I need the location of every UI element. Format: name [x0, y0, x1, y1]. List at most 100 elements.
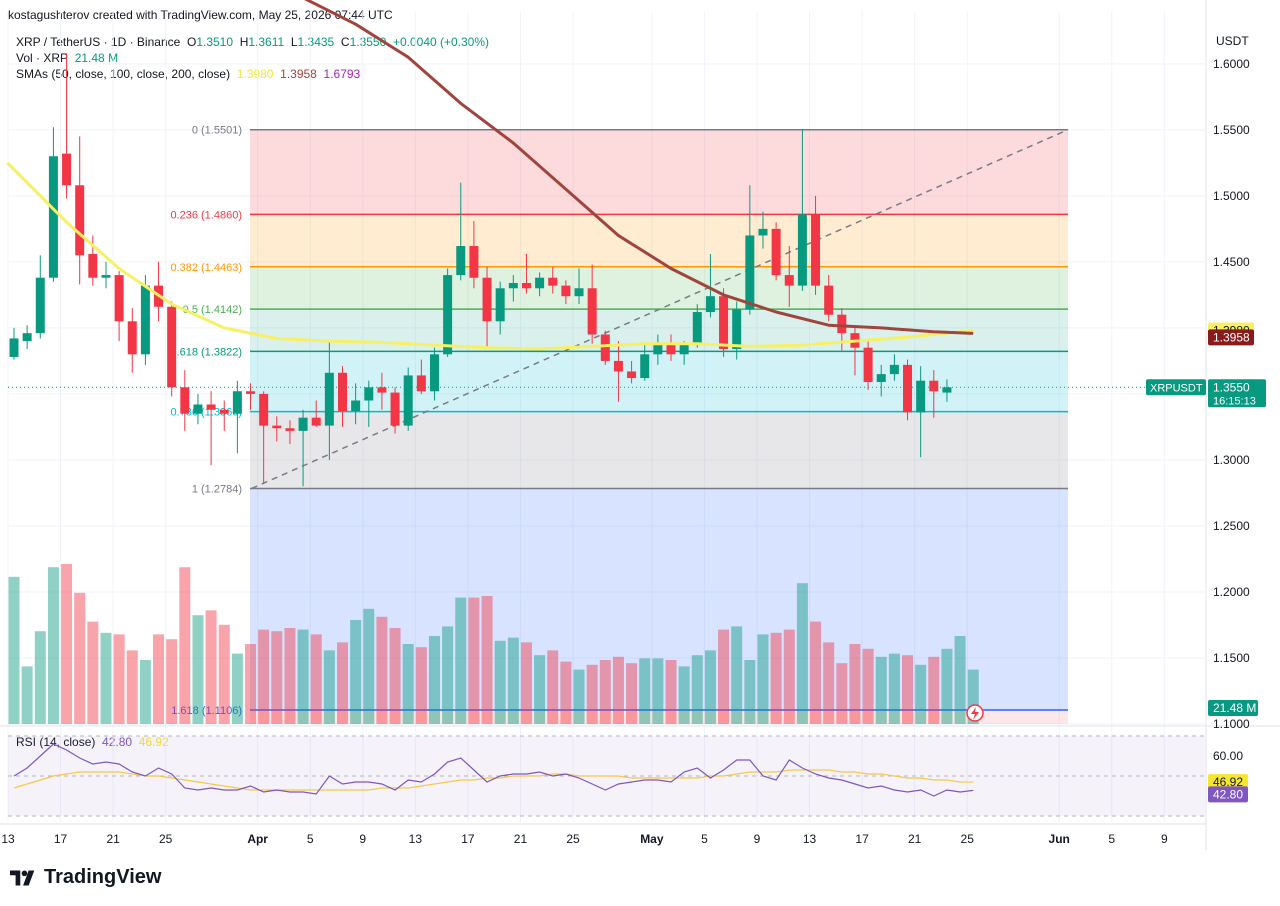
grid — [7, 11, 1205, 822]
tradingview-logo-icon — [10, 870, 35, 885]
candle-body — [889, 364, 899, 375]
volume-legend[interactable]: Vol · XRP 21.48 M — [16, 51, 119, 65]
candle-body — [916, 380, 926, 413]
candle-body — [443, 275, 453, 355]
volume-bar — [573, 669, 585, 724]
sma-legend[interactable]: SMAs (50, close, 100, close, 200, close)… — [16, 67, 361, 81]
volume-bar — [218, 624, 230, 724]
price-tick-label: 1.5000 — [1213, 189, 1250, 203]
volume-bar — [100, 632, 112, 724]
candle-body — [666, 345, 676, 355]
candle-body — [548, 277, 558, 286]
time-tick-label: 9 — [359, 832, 366, 846]
volume-bar — [494, 640, 506, 724]
candle-body — [246, 391, 256, 394]
last-price-tag: 1.3550 — [1213, 380, 1250, 394]
rsi-pane — [0, 725, 1280, 817]
lightning-icon-glyph — [971, 707, 979, 720]
candle-body — [705, 296, 715, 313]
price-tick-label: 1.2500 — [1213, 519, 1250, 533]
tradingview-logo[interactable]: TradingView — [10, 866, 161, 889]
volume-bar — [849, 644, 861, 724]
fib-zone — [250, 351, 1068, 412]
time-axis[interactable]: 13 17 21 25 Apr 5 9 13 17 21 25 May 5 9 13 17 21 25 Jun 5 9 — [0, 823, 1206, 846]
volume-bar — [231, 653, 243, 724]
chart-caption: kostagushterov created with TradingView.… — [8, 8, 393, 22]
rsi-legend[interactable]: RSI (14, close) 42.80 46.92 — [16, 735, 169, 749]
volume-bar — [8, 576, 20, 724]
sma100-tag-bg — [1208, 329, 1254, 346]
candle-body — [784, 275, 794, 286]
candle-body — [797, 214, 807, 286]
candle-body — [587, 288, 597, 335]
rsi-ma-line — [13, 769, 974, 791]
candle-body — [285, 428, 295, 431]
volume-bar — [718, 629, 730, 724]
tradingview-wordmark: TradingView — [44, 866, 162, 888]
volume-bar — [731, 626, 743, 724]
volume-bar — [507, 637, 519, 724]
countdown-tag: 16:15:13 — [1213, 395, 1256, 407]
candle-body — [574, 288, 584, 297]
price-axis[interactable]: USDT1.60001.55001.50001.45001.40001.3500… — [1205, 0, 1250, 850]
candle-body — [390, 392, 400, 426]
volume-bar — [376, 616, 388, 724]
volume-bar — [415, 647, 427, 724]
candle-body — [75, 185, 85, 256]
open-value: 1.3510 — [196, 35, 234, 49]
candle-body — [653, 345, 663, 355]
rsi-value: 42.80 — [102, 735, 132, 749]
candle-body — [311, 417, 321, 426]
time-tick-label: 5 — [1108, 832, 1115, 846]
volume-bar — [626, 663, 638, 724]
fib-level-label: 0 (1.5501) — [192, 125, 242, 137]
volume-bar — [126, 650, 138, 724]
volume-bar — [586, 664, 598, 724]
volume-bar — [599, 660, 611, 724]
trend-line[interactable] — [251, 129, 1069, 490]
time-tick-label: 13 — [409, 832, 423, 846]
currency-label: USDT — [1216, 34, 1249, 48]
time-tick-label: 17 — [855, 832, 869, 846]
fib-zone — [250, 488, 1068, 711]
candle-body — [535, 277, 545, 289]
volume-bar — [691, 655, 703, 724]
volume-bar — [836, 663, 848, 724]
price-tick-label: 1.3000 — [1213, 453, 1250, 467]
symbol-tag: XRPUSDT — [1150, 382, 1203, 394]
volume-bar — [442, 626, 454, 724]
candle-body — [180, 387, 190, 414]
volume-bar — [757, 634, 769, 724]
time-tick-label: Jun — [1049, 832, 1070, 846]
candle-body — [561, 285, 571, 297]
time-tick-label: 17 — [54, 832, 68, 846]
volume-bar — [744, 660, 756, 724]
fib-level-label: 0.5 (1.4142) — [183, 304, 242, 316]
candle-body — [719, 296, 729, 350]
volume-bar — [179, 567, 191, 724]
volume-bar — [941, 648, 953, 724]
candle-body — [62, 153, 72, 186]
candle-body — [640, 354, 650, 379]
price-tick-label: 1.1000 — [1213, 717, 1250, 731]
volume-bar — [74, 592, 86, 724]
volume-bar — [337, 642, 348, 724]
candle-body — [140, 285, 150, 355]
time-tick-label: 9 — [754, 832, 761, 846]
rsi-ma-tag-bg — [1208, 774, 1248, 791]
time-tick-label: 5 — [701, 832, 708, 846]
candle-body — [903, 364, 913, 413]
candle-body — [351, 400, 361, 412]
volume-bar — [665, 660, 677, 724]
volume-bar — [704, 650, 716, 724]
candle-body — [324, 372, 334, 426]
volume-bar — [323, 650, 335, 724]
sma100-value: 1.3958 — [280, 67, 317, 81]
candle-body — [48, 156, 58, 278]
symbol-title[interactable]: XRP / TetherUS · 1D · Binance — [16, 35, 181, 49]
volume-bar — [520, 642, 532, 724]
candle-body — [403, 375, 413, 426]
fib-level-label: 0.236 (1.4860) — [170, 209, 242, 221]
volume-bar — [888, 653, 900, 724]
